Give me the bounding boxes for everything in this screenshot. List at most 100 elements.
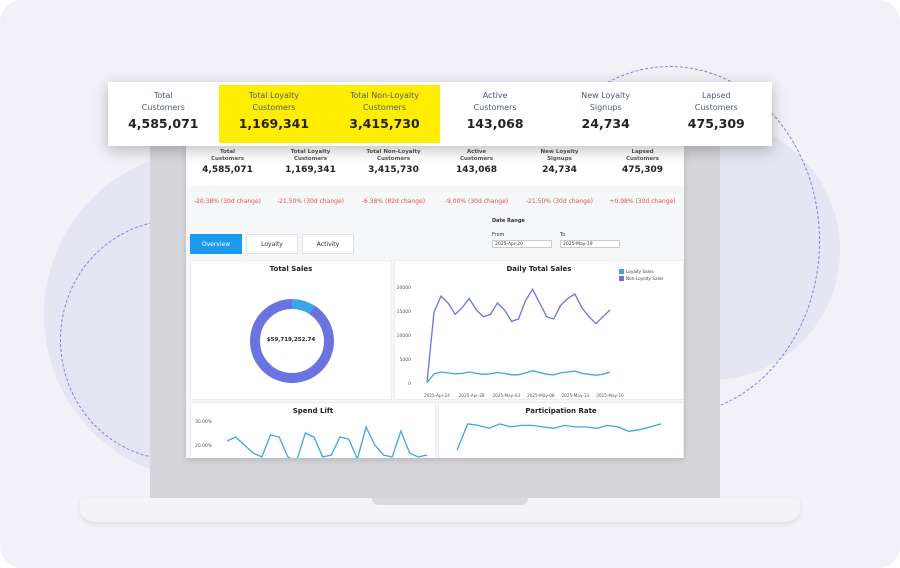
dash-kpi-active: Active Customers 143,068 [435, 146, 518, 186]
legend-swatch [619, 269, 624, 274]
kpi-new-loyalty-signups: New Loyalty Signups 24,734 [550, 82, 661, 146]
x-tick-label: 2025-Apr-28 [459, 393, 485, 398]
kpi-change: +0.98% (30d change) [609, 198, 676, 205]
kpi-label: Total [219, 149, 236, 155]
kpi-value: 1,169,341 [285, 165, 336, 175]
donut-center-value: $59,719,252.74 [266, 337, 316, 343]
dash-kpi-lapsed: Lapsed Customers 475,309 [601, 146, 684, 186]
tab-overview[interactable]: Overview [190, 234, 242, 254]
kpi-label: New Loyalty [540, 149, 579, 155]
legend-swatch [619, 276, 624, 281]
participation-panel: Participation Rate [438, 402, 684, 458]
y-tick-label: 15000 [397, 309, 411, 315]
dashboard-window: Total Customers 4,585,071 Total Loyalty Cus… [186, 146, 684, 458]
kpi-label: Customers [141, 103, 185, 112]
date-range-title: Date Range [492, 218, 525, 224]
panel-title: Participation Rate [525, 407, 597, 415]
kpi-value: 4,585,071 [202, 165, 253, 175]
dash-kpi-total: Total Customers 4,585,071 [186, 146, 269, 186]
kpi-label: Customers [252, 103, 296, 112]
kpi-total-non-loyalty-customers: Total Non-Loyalty Customers 3,415,730 [329, 85, 440, 143]
spend-lift-chart: 30.00% 20.00% [195, 419, 428, 458]
kpi-label: Lapsed [631, 149, 654, 155]
kpi-label: Customers [694, 103, 738, 112]
panel-title: Spend Lift [292, 407, 334, 415]
dash-kpi-non-loyalty: Total Non-Loyalty Customers 3,415,730 [352, 146, 435, 186]
kpi-value: 143,068 [456, 165, 497, 175]
panel-title: Total Sales [269, 265, 313, 273]
total-sales-panel: Total Sales $59,719,252.74 [190, 260, 392, 400]
kpi-label: Customers [625, 156, 660, 162]
kpi-label: Total Loyalty [290, 149, 331, 155]
kpi-change: -9.00% (30d change) [444, 198, 509, 205]
daily-sales-panel: Daily Total Sales 20000 15000 10000 5000 0 20… [394, 260, 684, 400]
panel-title: Daily Total Sales [506, 265, 572, 273]
kpi-value: 1,169,341 [238, 116, 310, 131]
tab-activity[interactable]: Activity [302, 234, 354, 254]
kpi-label: Customers [362, 103, 406, 112]
kpi-value: 3,415,730 [368, 165, 419, 175]
spend-lift-panel: Spend Lift 30.00% 20.00% [190, 402, 436, 458]
legend-label: Loyalty Sales [626, 269, 654, 274]
kpi-label: Active [466, 149, 487, 155]
kpi-change-row: -20.38% (30d change) -21.50% (30d change… [186, 198, 684, 205]
y-tick-label: 10000 [397, 333, 411, 339]
y-tick-label: 30.00% [195, 419, 213, 425]
kpi-active-customers: Active Customers 143,068 [440, 82, 551, 146]
legend-label: Non-Loyalty Sales [626, 276, 664, 281]
kpi-value: 475,309 [687, 116, 745, 131]
kpi-highlight-bar: Total Customers 4,585,071 Total Loyalty Cus… [108, 82, 772, 146]
y-tick-label: 20.00% [195, 443, 213, 449]
total-sales-donut [250, 299, 334, 383]
daily-sales-chart: 20000 15000 10000 5000 0 2025-Apr-24 2025-Apr-… [397, 269, 664, 398]
laptop-notch [372, 498, 528, 505]
series-line [226, 425, 428, 458]
kpi-label: New Loyalty [581, 91, 631, 100]
series-line [456, 423, 662, 451]
kpi-lapsed-customers: Lapsed Customers 475,309 [661, 82, 772, 146]
kpi-value: 3,415,730 [349, 116, 420, 131]
date-to-input[interactable]: 2025-May-19 [560, 240, 620, 248]
x-tick-label: 2025-May-16 [596, 393, 624, 398]
x-tick-label: 2025-May-08 [527, 393, 555, 398]
date-from-input[interactable]: 2025-Apr-20 [492, 240, 552, 248]
kpi-label: Customers [293, 156, 328, 162]
series-line-loyalty [426, 370, 611, 383]
date-to-label: To [560, 232, 566, 238]
kpi-label: Total Non-Loyalty [366, 149, 421, 155]
kpi-label: Customers [473, 103, 517, 112]
dash-kpi-signups: New Loyalty Signups 24,734 [518, 146, 601, 186]
kpi-label: Total Non-Loyalty [349, 91, 419, 100]
dash-kpi-loyalty: Total Loyalty Customers 1,169,341 [269, 146, 352, 186]
kpi-value: 24,734 [542, 165, 577, 175]
kpi-change: -21.50% (30d change) [525, 198, 594, 205]
dashboard-kpi-row: Total Customers 4,585,071 Total Loyalty Cus… [186, 146, 684, 186]
kpi-value: 24,734 [581, 116, 630, 131]
kpi-label: Total [153, 91, 173, 100]
date-from-label: From [492, 232, 505, 238]
kpi-label: Signups [589, 103, 622, 112]
kpi-total-loyalty-customers: Total Loyalty Customers 1,169,341 [218, 85, 330, 143]
series-line-non-loyalty [426, 287, 611, 383]
x-tick-label: 2025-May-13 [562, 393, 590, 398]
donut-slice [250, 299, 334, 383]
kpi-label: Customers [459, 156, 494, 162]
kpi-label: Customers [376, 156, 411, 162]
y-tick-label: 5000 [400, 357, 412, 363]
kpi-value: 143,068 [466, 116, 524, 131]
y-tick-label: 20000 [397, 285, 411, 291]
x-tick-label: 2025-May-03 [492, 393, 520, 398]
kpi-total-customers: Total Customers 4,585,071 [108, 82, 219, 146]
kpi-label: Active [482, 91, 508, 100]
kpi-label: Customers [210, 156, 245, 162]
kpi-change: -21.50% (30d change) [276, 198, 345, 205]
kpi-label: Lapsed [701, 91, 731, 100]
x-tick-label: 2025-Apr-24 [424, 393, 450, 398]
participation-chart [456, 423, 662, 451]
tab-bar: Overview Loyalty Activity [190, 234, 354, 254]
tab-loyalty[interactable]: Loyalty [246, 234, 298, 254]
kpi-value: 475,309 [622, 165, 663, 175]
kpi-change: -20.38% (30d change) [193, 198, 262, 205]
y-tick-label: 0 [408, 381, 411, 387]
